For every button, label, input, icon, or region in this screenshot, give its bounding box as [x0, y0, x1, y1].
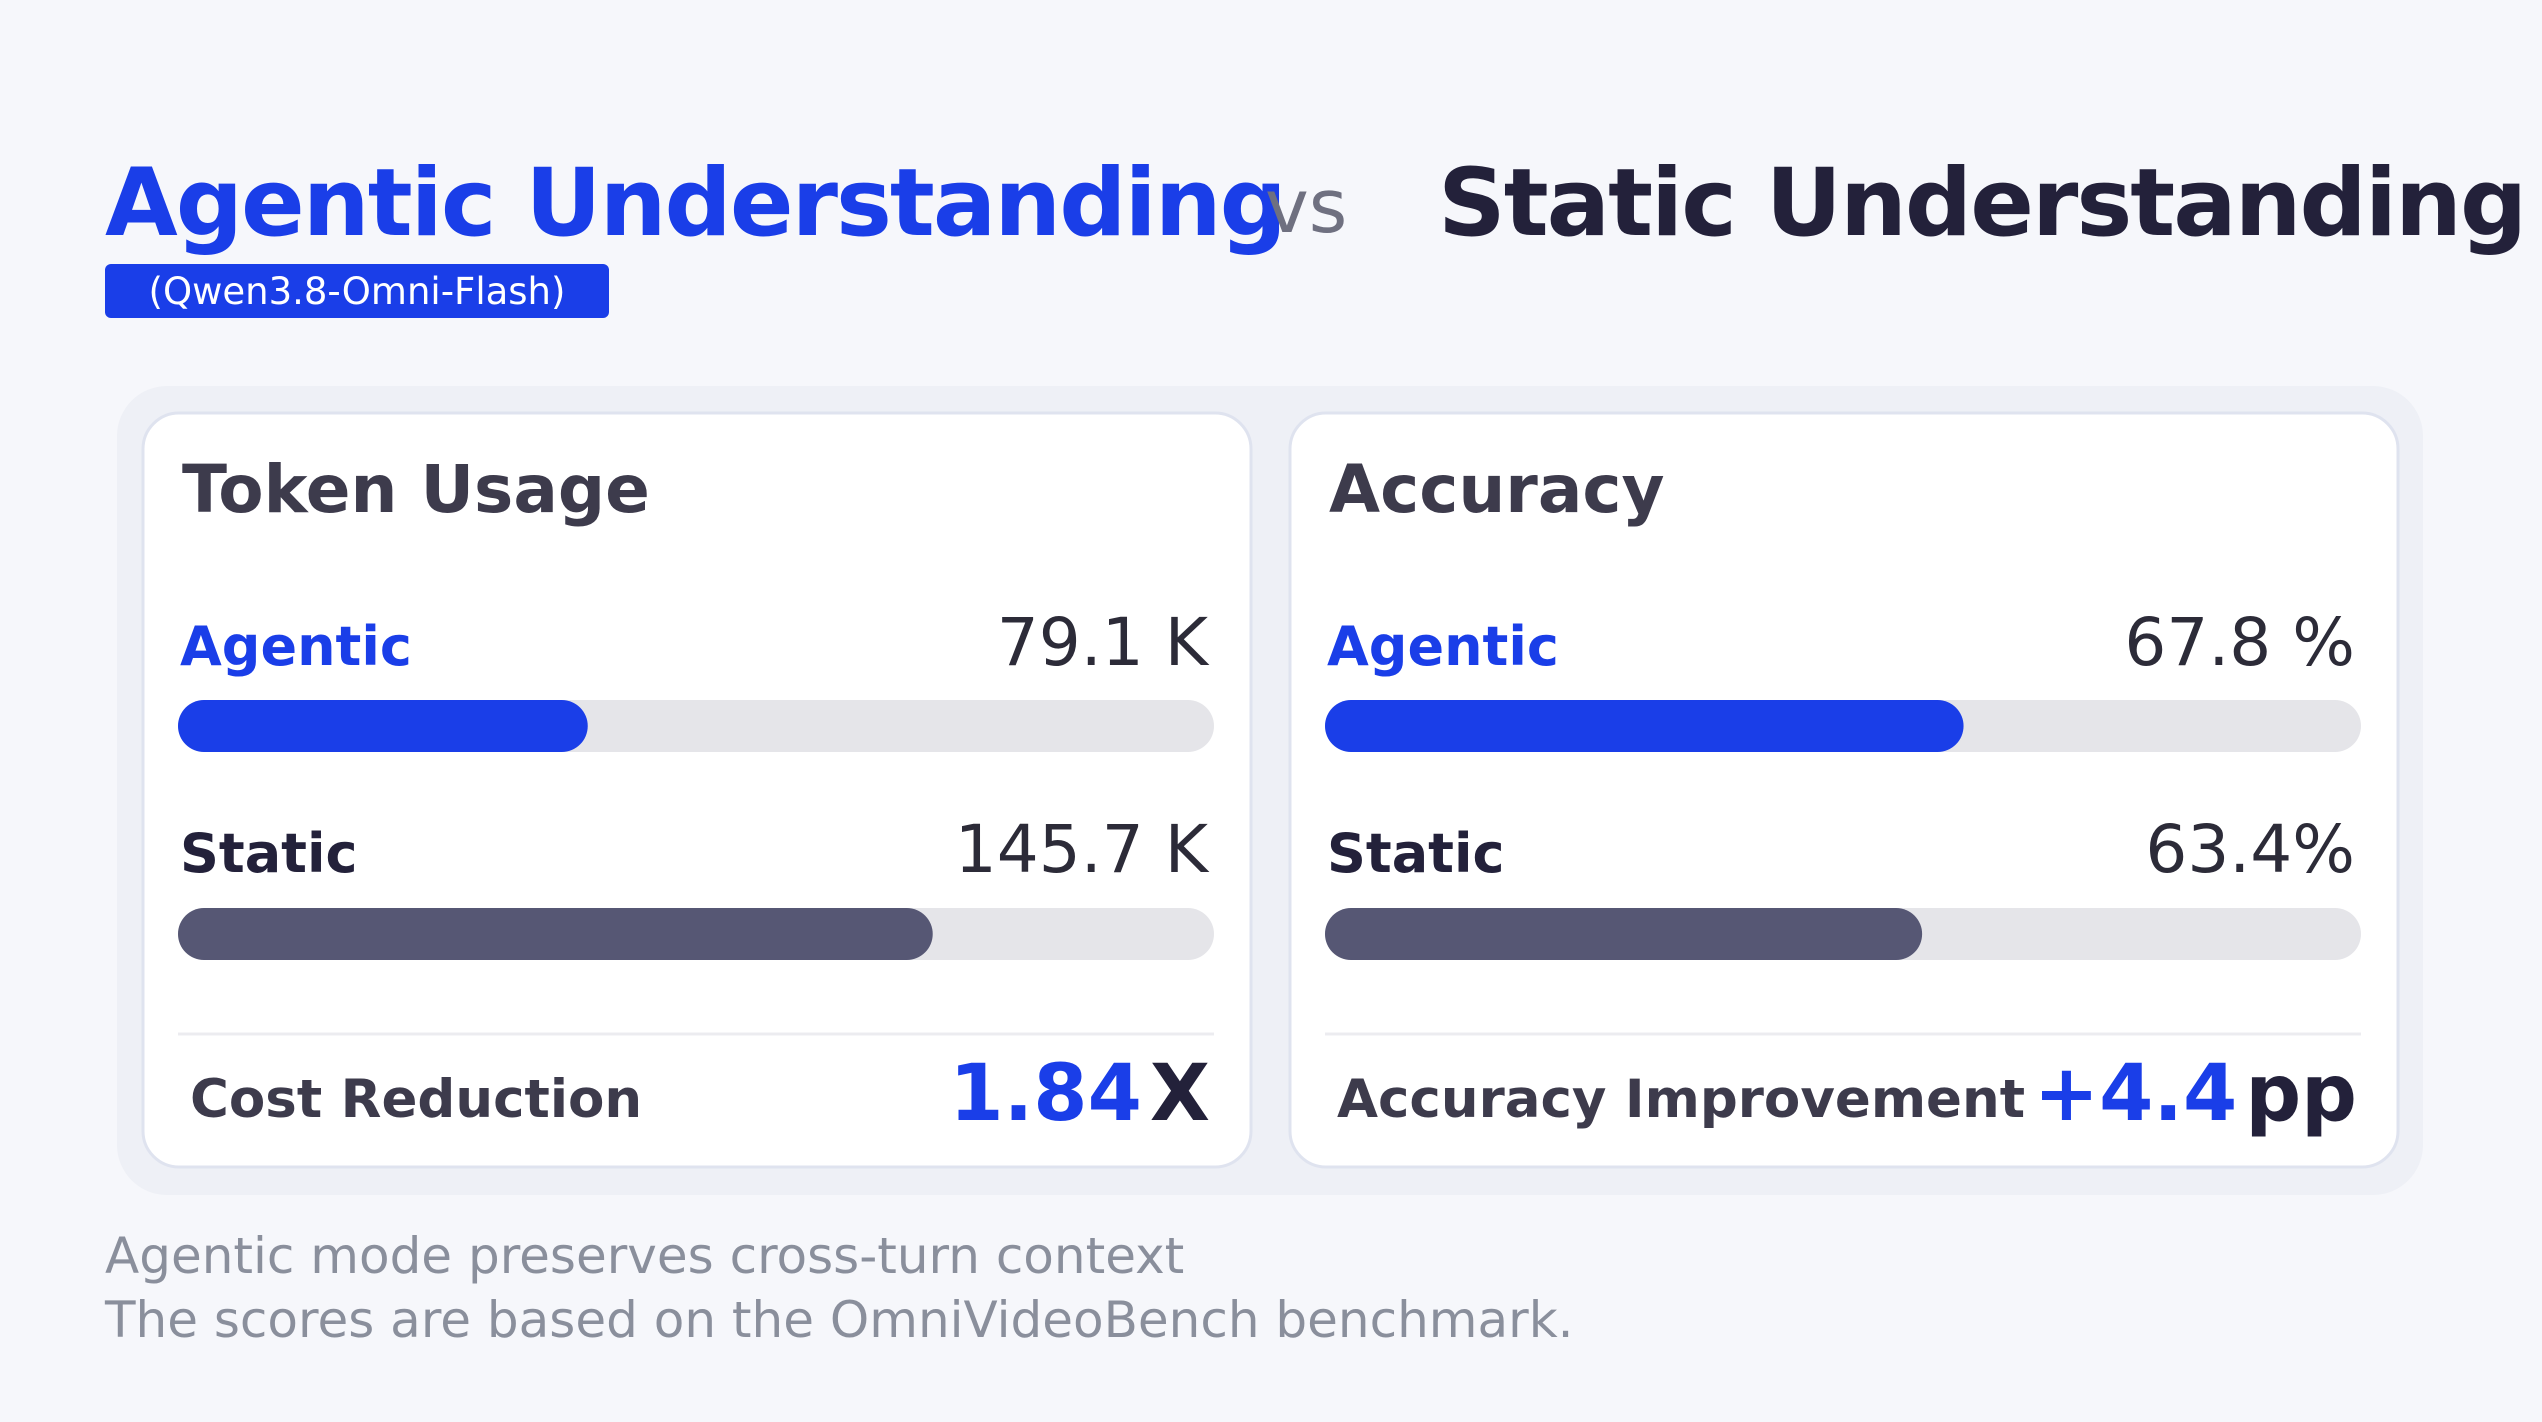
- bar-label: Static: [1327, 822, 1504, 885]
- value-label: 145.7 K: [955, 811, 1210, 888]
- summary-value: 1.84 X: [949, 1049, 1210, 1139]
- badge-text: (Qwen3.8-Omni-Flash): [149, 270, 566, 313]
- bar: [1325, 700, 1964, 752]
- summary-number: 1.84: [949, 1049, 1141, 1139]
- badge: [105, 264, 609, 318]
- bar-label: Agentic: [1327, 615, 1559, 678]
- summary-unit: pp: [2245, 1049, 2357, 1139]
- summary-label: Accuracy Improvement: [1337, 1069, 2025, 1130]
- summary-value: +4.4 pp: [2034, 1049, 2357, 1139]
- footer-line: The scores are based on the OmniVideoBen…: [104, 1291, 1574, 1349]
- card: [141, 411, 1253, 1169]
- card-title: Accuracy: [1329, 451, 1665, 528]
- value-label: 79.1 K: [997, 604, 1210, 681]
- bar: [178, 700, 588, 752]
- card-title: Token Usage: [182, 451, 650, 528]
- footer-line: Agentic mode preserves cross-turn contex…: [105, 1227, 1184, 1285]
- bar-label: Static: [180, 822, 357, 885]
- summary-number: +4.4: [2034, 1049, 2238, 1139]
- title-left: Agentic Understanding: [105, 149, 1285, 258]
- summary-unit: X: [1150, 1049, 1210, 1139]
- title-vs: vs: [1265, 164, 1347, 250]
- bar: [1325, 908, 1923, 960]
- value-label: 63.4%: [2145, 811, 2355, 888]
- cards: Token Usage Agentic 79.1 K Static 145.7 K Cos…: [141, 411, 2400, 1169]
- value-label: 67.8 %: [2124, 604, 2355, 681]
- bar: [178, 908, 933, 960]
- summary-label: Cost Reduction: [190, 1069, 642, 1130]
- bar-label: Agentic: [180, 615, 412, 678]
- card: [1288, 411, 2400, 1169]
- title-right: Static Understanding: [1438, 149, 2525, 258]
